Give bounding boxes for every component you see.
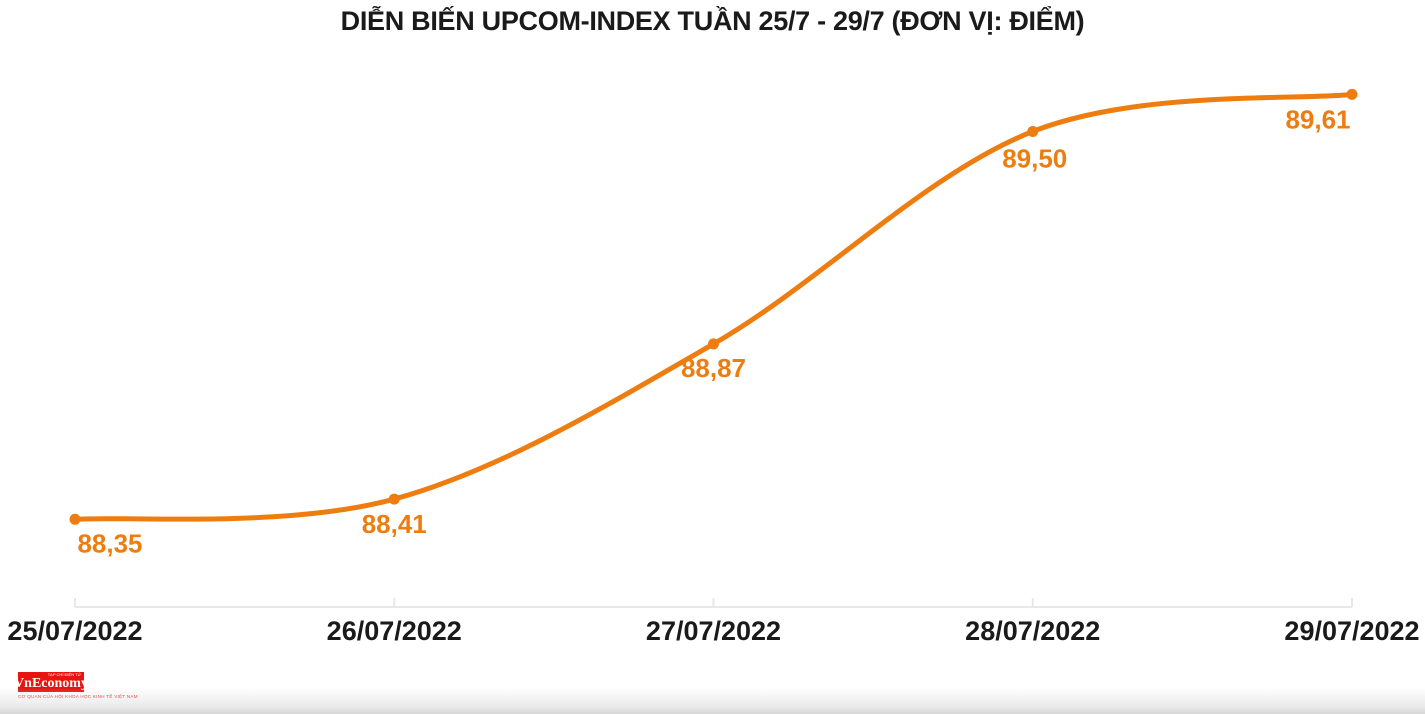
data-point-label: 89,61	[1285, 104, 1350, 134]
data-point	[1027, 125, 1039, 137]
logo-tagline-top: TẠP CHÍ ĐIỆN TỬ	[47, 672, 81, 677]
chart-title: DIỄN BIẾN UPCOM-INDEX TUẦN 25/7 - 29/7 (…	[340, 6, 1085, 36]
vneconomy-logo-box: TẠP CHÍ ĐIỆN TỬ VnEconomy	[14, 672, 88, 692]
data-point	[69, 513, 81, 525]
x-axis-label: 29/07/2022	[1284, 616, 1419, 646]
vneconomy-logo: TẠP CHÍ ĐIỆN TỬ VnEconomy CƠ QUAN CỦA HỘ…	[14, 672, 278, 699]
data-point-label: 88,41	[362, 509, 427, 539]
upcom-index-line-chart: 25/07/2022 26/07/2022 27/07/2022 28/07/2022…	[7, 88, 1420, 646]
logo-wordmark: VnEconomy	[14, 676, 88, 691]
x-axis-label: 25/07/2022	[7, 616, 142, 646]
logo-tagline-bottom: CƠ QUAN CỦA HỘI KHOA HỌC KINH TẾ VIỆT NA…	[18, 694, 138, 699]
series-line	[72, 91, 1355, 522]
x-axis-label: 27/07/2022	[646, 616, 781, 646]
data-point	[388, 493, 400, 505]
data-point	[1346, 88, 1358, 100]
data-point-label: 88,87	[681, 353, 746, 383]
data-point-label: 89,50	[1002, 143, 1067, 173]
x-axis-label: 28/07/2022	[965, 616, 1100, 646]
data-point	[708, 338, 719, 350]
data-point-label: 88,35	[77, 528, 142, 558]
x-axis-label: 26/07/2022	[327, 616, 462, 646]
